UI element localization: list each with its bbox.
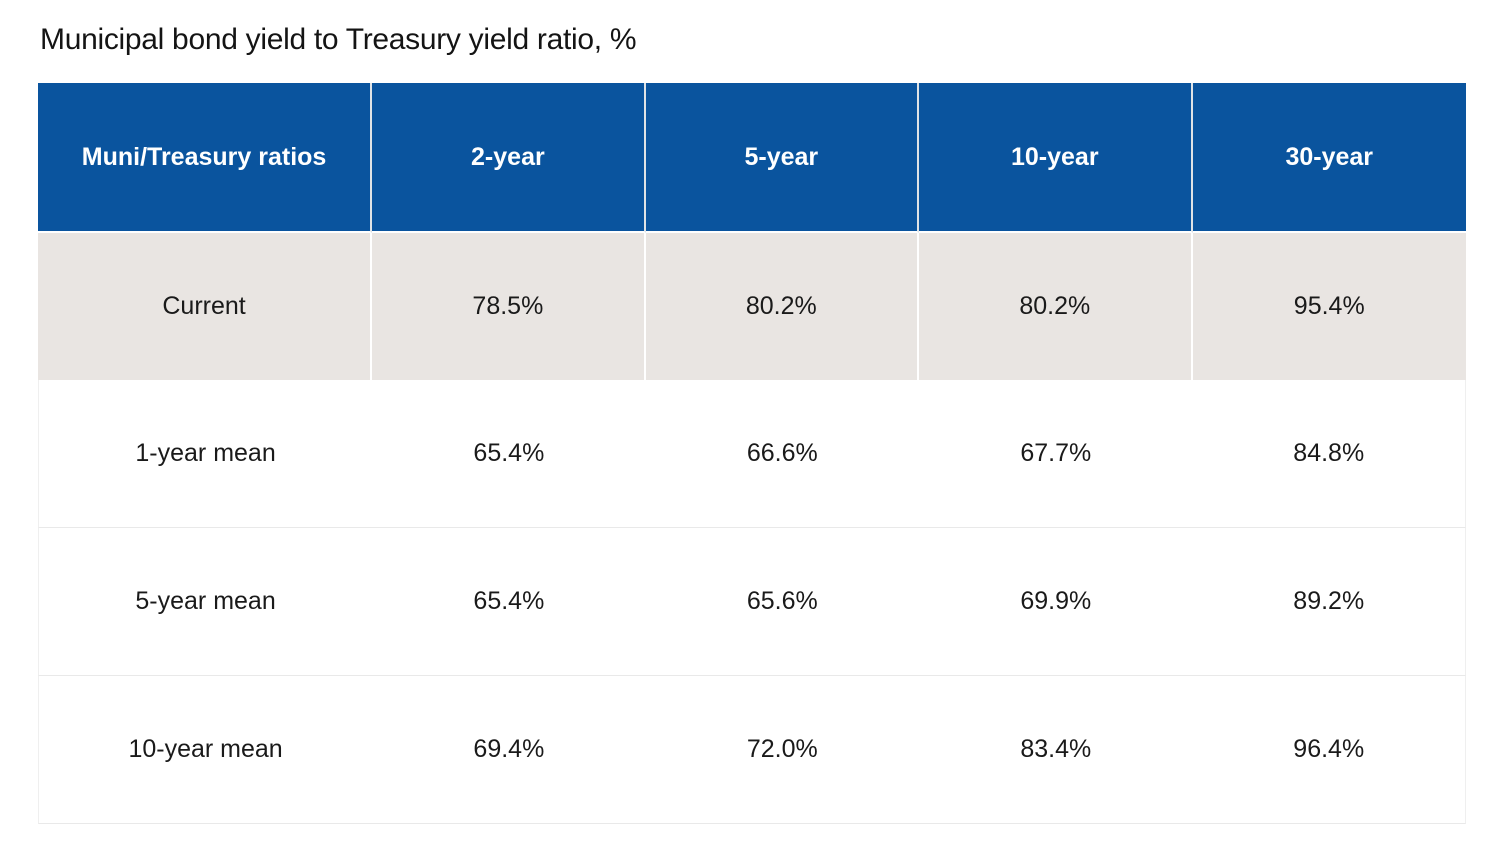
column-header-10-year: 10-year [919, 83, 1193, 233]
table-header-row: Muni/Treasury ratios 2-year 5-year 10-ye… [38, 83, 1466, 233]
data-cell: 69.9% [919, 528, 1193, 676]
column-header-2-year: 2-year [372, 83, 646, 233]
data-cell: 80.2% [645, 233, 920, 380]
page-title: Municipal bond yield to Treasury yield r… [40, 23, 637, 56]
data-cell: 65.4% [372, 528, 646, 676]
table-row-10-year-mean: 10-year mean 69.4% 72.0% 83.4% 96.4% [38, 676, 1466, 824]
data-cell: 72.0% [645, 676, 920, 824]
table-row-current: Current 78.5% 80.2% 80.2% 95.4% [38, 233, 1466, 380]
column-header-ratios: Muni/Treasury ratios [38, 83, 373, 233]
data-cell: 89.2% [1192, 528, 1466, 676]
data-cell: 67.7% [919, 380, 1193, 528]
data-cell: 96.4% [1192, 676, 1466, 824]
data-cell: 66.6% [645, 380, 920, 528]
row-label: 1-year mean [38, 380, 373, 528]
row-label: 10-year mean [38, 676, 373, 824]
data-cell: 83.4% [919, 676, 1193, 824]
data-cell: 69.4% [372, 676, 646, 824]
muni-treasury-ratio-table: Muni/Treasury ratios 2-year 5-year 10-ye… [38, 83, 1466, 824]
column-header-30-year: 30-year [1192, 83, 1466, 233]
row-label: 5-year mean [38, 528, 373, 676]
table-row-1-year-mean: 1-year mean 65.4% 66.6% 67.7% 84.8% [38, 380, 1466, 528]
data-cell: 65.4% [372, 380, 646, 528]
column-header-5-year: 5-year [645, 83, 920, 233]
data-cell: 80.2% [919, 233, 1193, 380]
table-row-5-year-mean: 5-year mean 65.4% 65.6% 69.9% 89.2% [38, 528, 1466, 676]
data-cell: 95.4% [1192, 233, 1466, 380]
data-cell: 78.5% [372, 233, 646, 380]
data-cell: 84.8% [1192, 380, 1466, 528]
row-label: Current [38, 233, 373, 380]
data-cell: 65.6% [645, 528, 920, 676]
